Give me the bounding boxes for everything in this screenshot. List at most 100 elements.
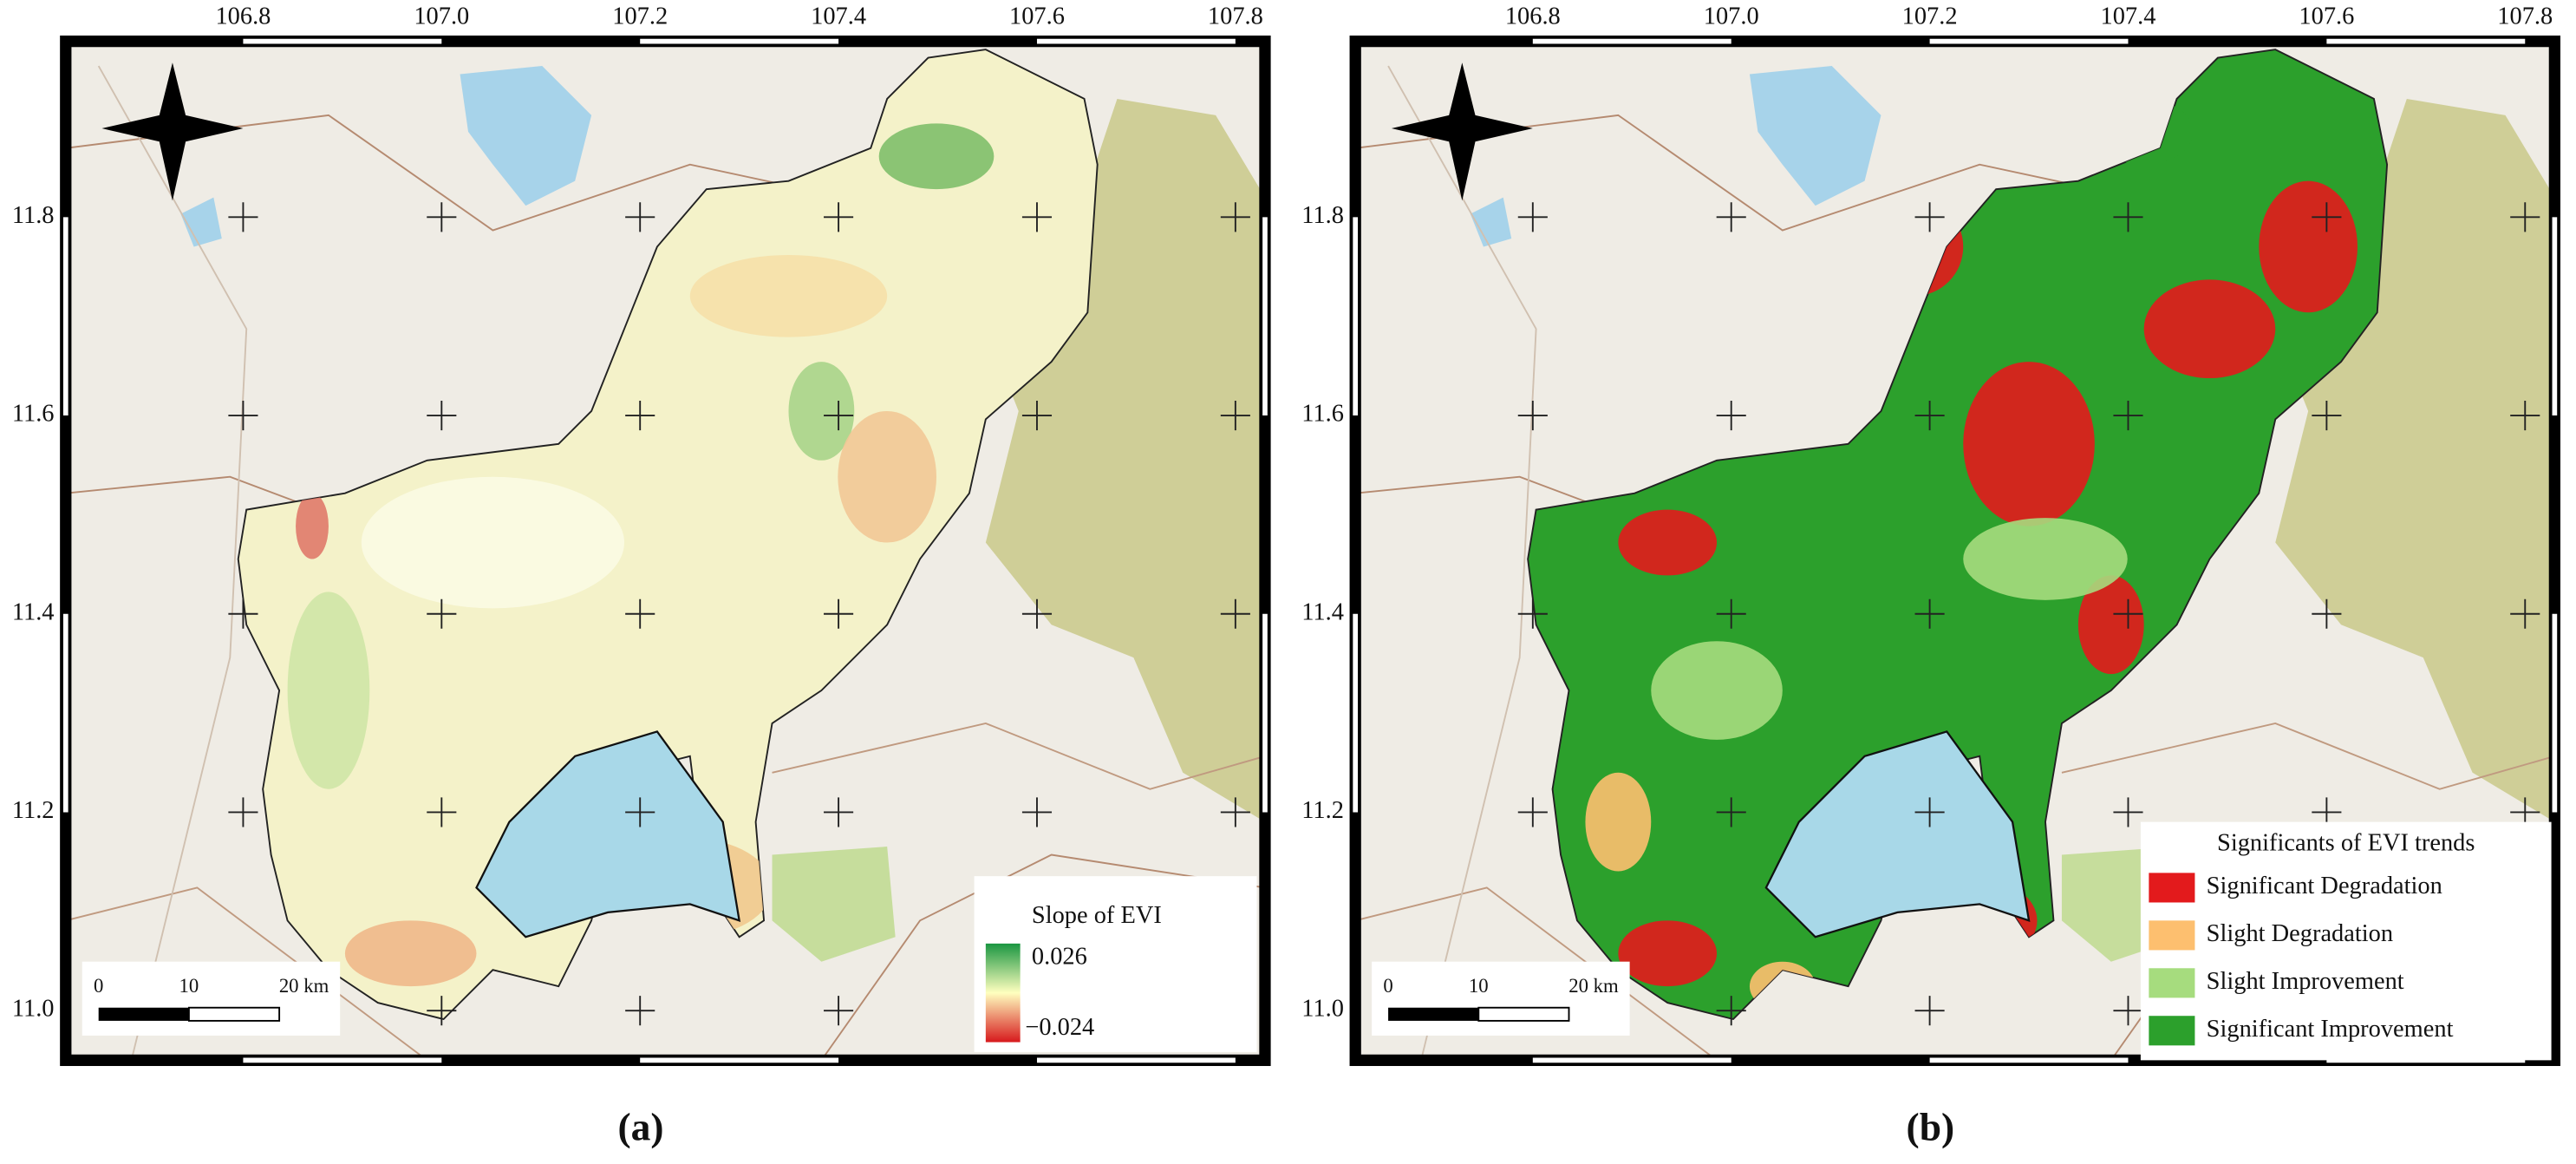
pattern-patch [1618,920,1718,987]
graticule-cross [427,996,457,1026]
longitude-label: 106.8 [1505,3,1561,30]
longitude-label: 106.8 [215,3,271,30]
legend-swatch [2149,968,2195,998]
reservoir [1749,66,1881,206]
map-body [65,41,1265,1061]
map-panel: 106.8 107.0 107.2 107.4 107.6 107.8 11.8 11.6 11… [12,3,1271,1148]
graticule-cross [1914,202,1945,232]
graticule-cross [1021,797,1053,827]
legend-swatch [2149,1016,2195,1046]
pattern-patch [1585,772,1652,872]
graticule-cross [824,797,854,827]
graticule-cross [2113,598,2143,629]
north-arrow [1391,62,1533,201]
graticule-cross [1220,598,1250,629]
pattern-patch [788,362,855,461]
pattern-patch [296,493,329,559]
graticule-cross [625,598,655,629]
latitude-label: 11.6 [12,401,55,428]
longitude-label: 107.0 [414,3,469,30]
graticule-cross [1517,797,1548,827]
latitude-label: 11.2 [12,797,55,824]
graticule-cross [1220,401,1250,431]
graticule-cross [625,401,655,431]
legend-label: Significant Degradation [2207,873,2442,899]
graticule-cross [427,598,457,629]
graticule-cross [2312,598,2342,629]
graticule-cross [2510,401,2540,431]
scale-bar-label: 0 [94,975,103,997]
pattern-patch [2259,180,2358,313]
graticule-cross [1021,202,1053,232]
lake [475,730,741,938]
graticule-cross [427,401,457,431]
graticule-cross [2113,996,2143,1026]
graticule-cross [1517,401,1548,431]
road [1355,886,1718,1061]
forest-patch [772,847,896,962]
graticule-cross [2312,401,2342,431]
graticule-cross [1220,797,1250,827]
legend-swatch [2149,920,2195,951]
longitude-label: 107.8 [1208,3,1263,30]
graticule-cross [625,996,655,1026]
scale-bar-label: 20 km [279,975,329,997]
longitude-label: 107.8 [2497,3,2553,30]
longitude-label: 107.0 [1704,3,1759,30]
graticule-cross [2312,202,2342,232]
legend-title: Significants of EVI trends [2217,830,2475,857]
graticule-cross [625,797,655,827]
longitude-label: 107.4 [2101,3,2156,30]
graticule-cross [1517,202,1548,232]
graticule-cross [1914,401,1945,431]
latitude-label: 11.4 [1301,598,1344,625]
graticule-cross [427,202,457,232]
graticule-cross [1021,401,1053,431]
scale-bar-label: 10 [179,975,199,997]
latitude-label: 11.6 [1301,401,1344,428]
graticule-cross [1716,797,1746,827]
scale-bar-white [1477,1006,1570,1022]
legend-label: Slight Degradation [2207,920,2393,947]
pattern-patch [1963,518,2128,600]
legend-swatch [2149,873,2195,903]
road [65,886,428,1061]
pattern-patch [1651,641,1783,740]
reservoir-small [180,197,222,247]
north-arrow [101,62,244,201]
longitude-label: 107.6 [2299,3,2354,30]
graticule-cross [824,202,854,232]
legend-colorbar [985,943,1021,1043]
latitude-label: 11.4 [12,598,55,625]
panel-label: (b) [1907,1104,1955,1148]
legend-box [974,876,1257,1052]
road [65,114,921,232]
graticule-cross [2510,202,2540,232]
road [2061,722,2555,790]
graticule-cross [1716,996,1746,1026]
scale-bar-label: 10 [1469,975,1489,997]
scale-bar-box [1372,961,1630,1036]
map-panel: 106.8 107.0 107.2 107.4 107.6 107.8 11.8 11.6 11… [1301,3,2560,1148]
legend-box [2140,821,2552,1061]
graticule-cross [2113,202,2143,232]
graticule-cross [625,202,655,232]
legend-title: Slope of EVI [1032,902,1162,929]
pattern-patch [361,476,625,609]
lake [1764,730,2031,938]
legend-max: 0.026 [1032,943,1087,970]
pattern-patch [287,592,370,789]
pattern-patch [344,920,477,987]
longitude-label: 107.4 [811,3,866,30]
longitude-label: 107.2 [612,3,668,30]
graticule-cross [228,797,258,827]
graticule-cross [1716,598,1746,629]
panel-label: (a) [617,1104,663,1148]
graticule-cross [824,401,854,431]
pattern-patch [878,123,995,190]
road [772,722,1265,790]
pattern-patch [1963,362,2095,526]
pattern-patch [838,410,937,543]
